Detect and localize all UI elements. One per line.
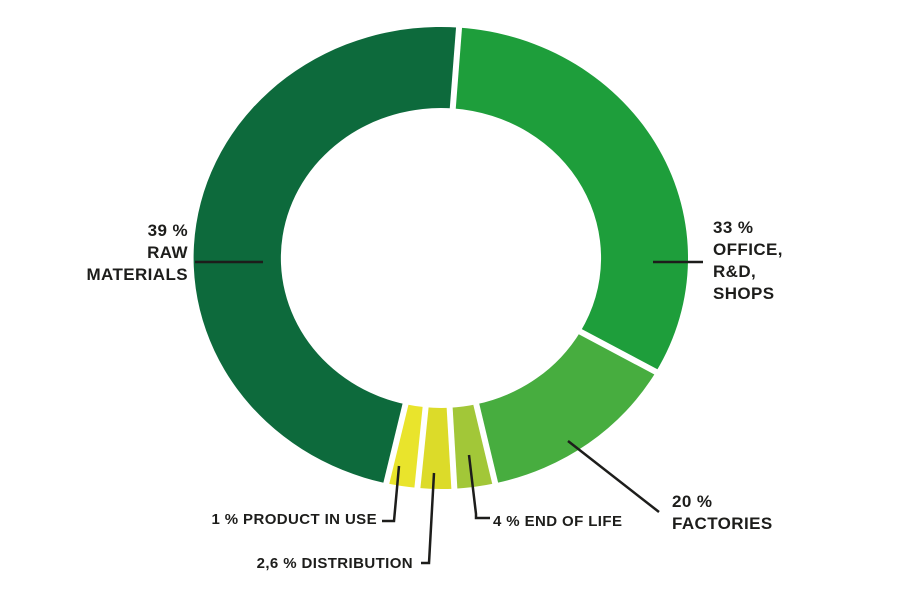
factories-percent: 20 % bbox=[672, 492, 713, 511]
leader-line-product_in_use bbox=[382, 465, 401, 523]
slice-separator bbox=[446, 401, 458, 495]
slice-product_in_use bbox=[386, 404, 426, 488]
leader-line-end_of_life bbox=[467, 454, 490, 520]
slice-separator bbox=[471, 397, 500, 490]
factories-name: FACTORIES bbox=[672, 514, 773, 533]
slice-raw_materials bbox=[193, 26, 460, 484]
office-name-line-1: OFFICE, bbox=[713, 240, 783, 259]
slice-office_rd_shops bbox=[452, 27, 689, 372]
raw-materials-name-line-1: RAW bbox=[147, 243, 188, 262]
slice-separator bbox=[573, 326, 663, 378]
label-end-of-life: 4 % END OF LIFE bbox=[493, 513, 623, 530]
label-factories: 20 % FACTORIES bbox=[672, 491, 773, 535]
slice-separator bbox=[381, 397, 410, 490]
label-distribution: 2,6 % DISTRIBUTION bbox=[256, 555, 413, 572]
slice-separator bbox=[449, 21, 463, 115]
office-name-line-2: R&D, bbox=[713, 262, 757, 281]
slice-distribution bbox=[417, 407, 455, 490]
slice-factories bbox=[476, 331, 656, 484]
raw-materials-percent: 39 % bbox=[147, 221, 188, 240]
office-percent: 33 % bbox=[713, 218, 754, 237]
label-raw-materials: 39 % RAW MATERIALS bbox=[87, 220, 189, 286]
slice-end_of_life bbox=[449, 404, 496, 489]
leader-line-distribution bbox=[421, 472, 436, 565]
slice-separator bbox=[413, 400, 430, 495]
raw-materials-name-line-2: MATERIALS bbox=[86, 265, 188, 284]
label-product-in-use: 1 % PRODUCT IN USE bbox=[211, 511, 377, 528]
office-name-line-3: SHOPS bbox=[713, 284, 775, 303]
label-office-rd-shops: 33 % OFFICE, R&D, SHOPS bbox=[713, 217, 783, 305]
leader-line-factories bbox=[567, 440, 660, 513]
